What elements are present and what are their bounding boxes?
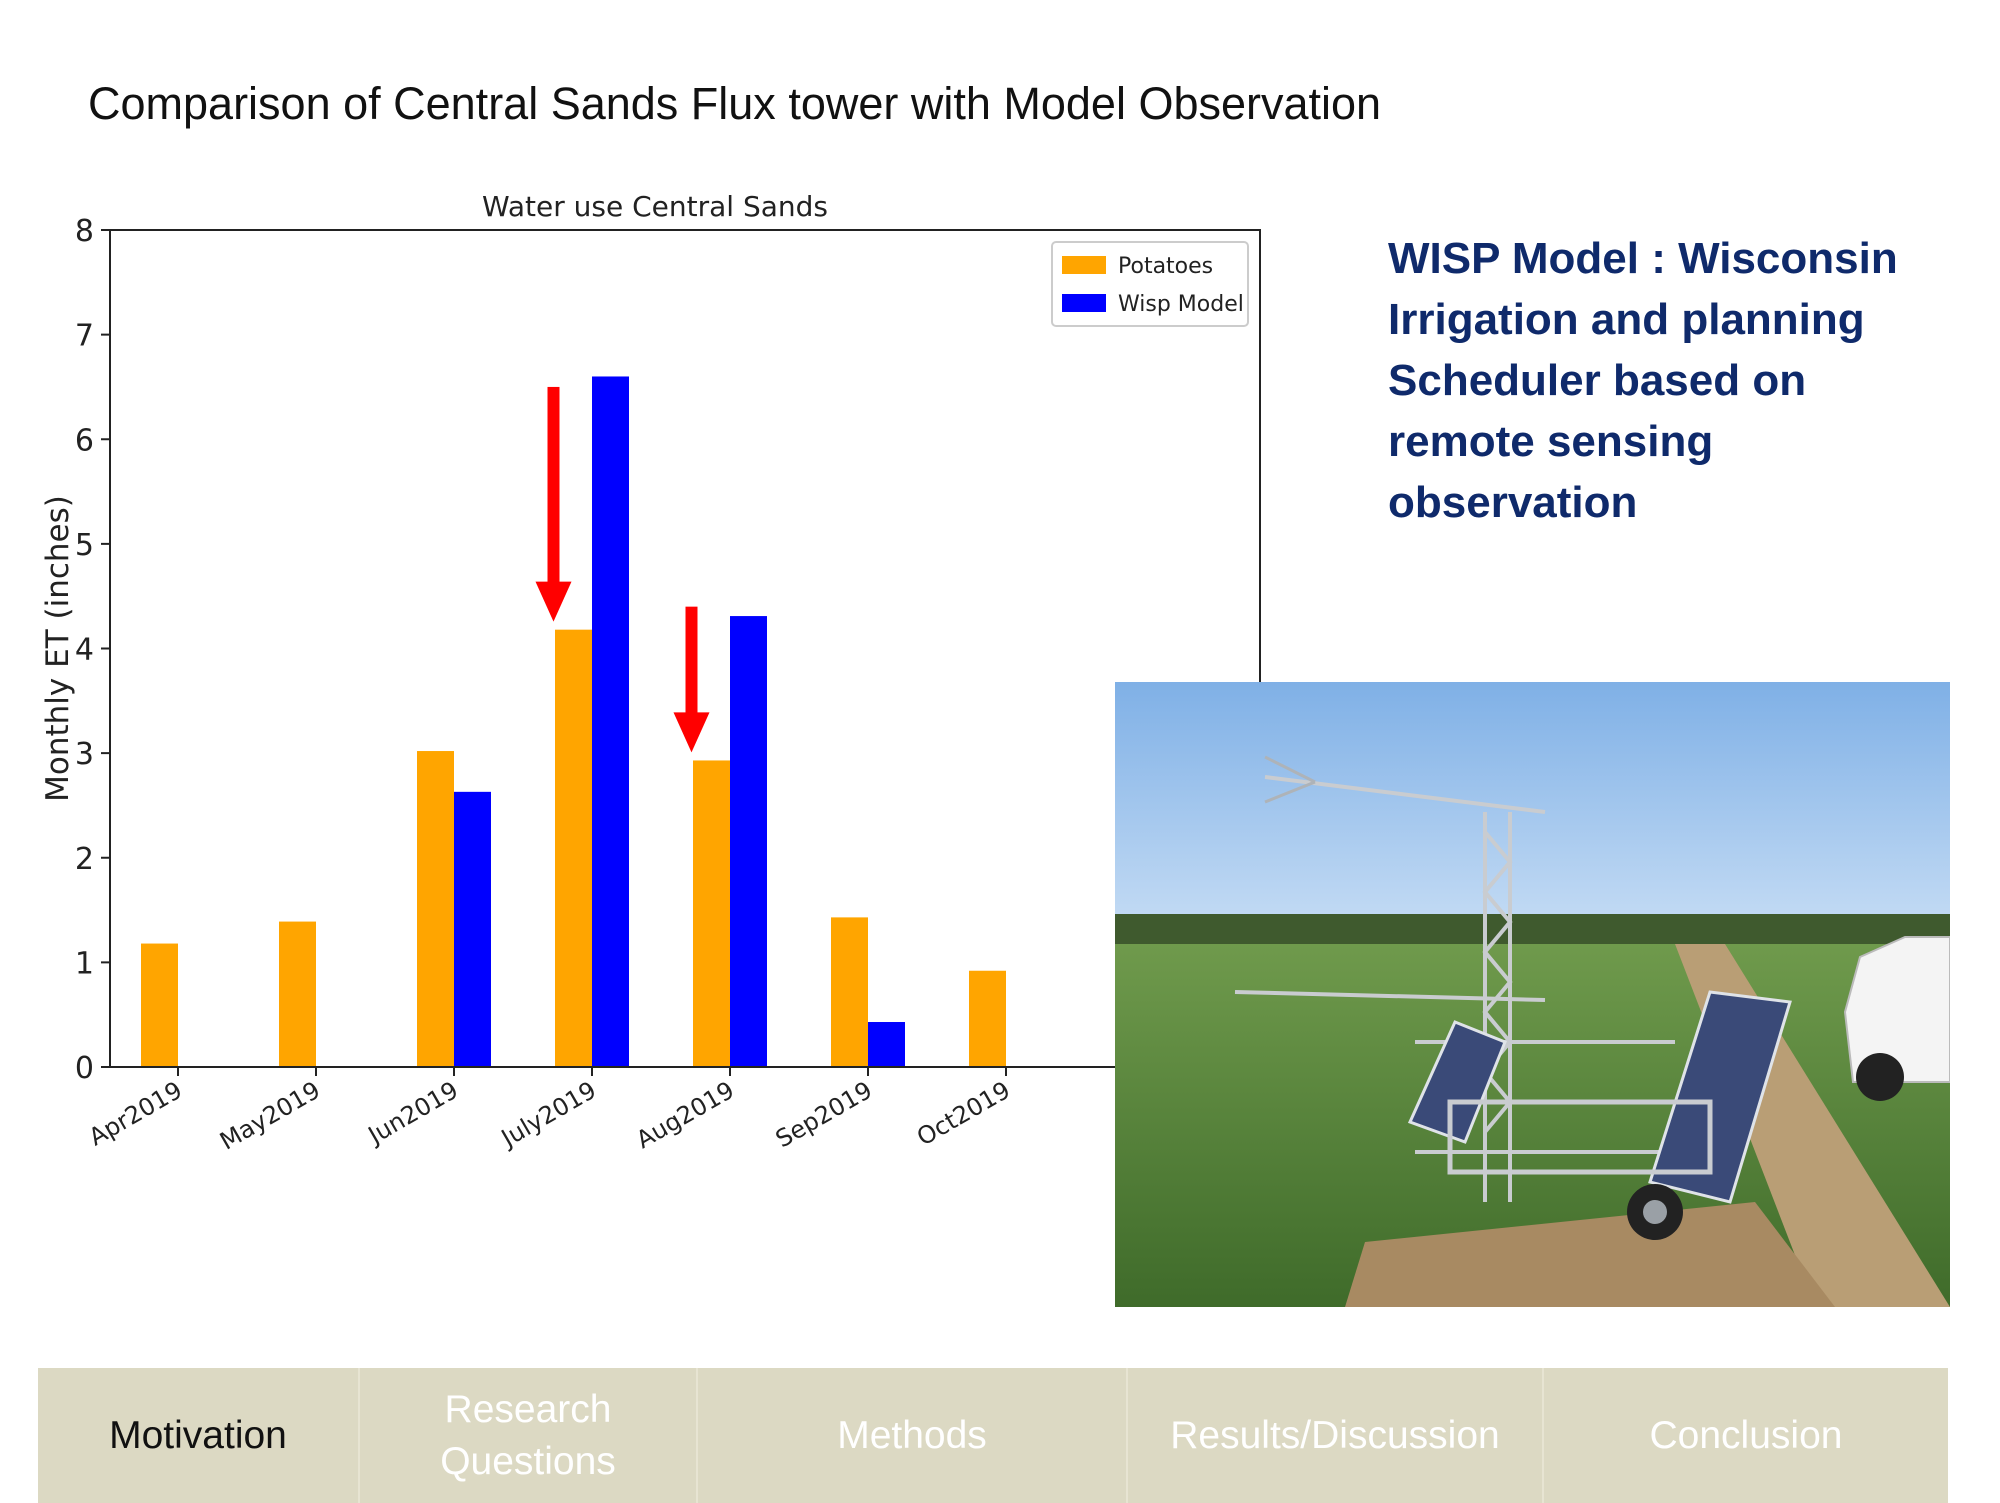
chart-title: Water use Central Sands bbox=[482, 190, 828, 223]
y-tick-label: 1 bbox=[75, 946, 94, 981]
arrow-shaft bbox=[685, 606, 698, 715]
bar-wisp-Aug2019 bbox=[730, 616, 767, 1067]
bar-potatoes-May2019 bbox=[279, 921, 316, 1067]
x-tick-label: Sep2019 bbox=[771, 1076, 877, 1153]
bar-wisp-Jun2019 bbox=[454, 791, 491, 1067]
bar-potatoes-Oct2019 bbox=[969, 970, 1006, 1067]
arrow-head bbox=[673, 712, 710, 753]
red-arrow-July2019 bbox=[535, 386, 572, 622]
tab-conclusion[interactable]: Conclusion bbox=[1649, 1413, 1843, 1457]
x-tick-label: July2019 bbox=[495, 1076, 601, 1153]
red-arrow-Aug2019 bbox=[673, 606, 710, 753]
y-tick-label: 7 bbox=[75, 319, 94, 354]
flux-tower-photo bbox=[1115, 682, 1950, 1307]
slide-title: Comparison of Central Sands Flux tower w… bbox=[88, 78, 1382, 129]
tab-results-discussion[interactable]: Results/Discussion bbox=[1128, 1368, 1544, 1503]
et-bar-chart: Water use Central Sands 0 1 2 3 4 5 6 7 8 Apr2019 M… bbox=[40, 190, 1261, 1156]
bar-potatoes-July2019 bbox=[555, 629, 592, 1067]
y-tick-label: 5 bbox=[75, 528, 94, 563]
y-tick-label: 2 bbox=[75, 842, 94, 877]
arrow-shaft bbox=[547, 386, 560, 584]
legend-swatch-potatoes bbox=[1062, 256, 1106, 274]
y-tick-label: 3 bbox=[75, 737, 94, 772]
legend-label-potatoes: Potatoes bbox=[1118, 254, 1213, 279]
legend-label-wisp: Wisp Model bbox=[1118, 292, 1244, 317]
bar-potatoes-Jun2019 bbox=[417, 751, 454, 1067]
bar-potatoes-Aug2019 bbox=[693, 760, 730, 1067]
tab-research-questions[interactable]: Research Questions bbox=[360, 1368, 698, 1503]
tab-methods[interactable]: Methods bbox=[698, 1368, 1128, 1503]
legend-swatch-wisp bbox=[1062, 294, 1106, 312]
bar-wisp-Sep2019 bbox=[868, 1022, 905, 1067]
y-tick-label: 4 bbox=[75, 633, 94, 668]
section-navbar: Motivation Research Questions Methods Re… bbox=[38, 1368, 1948, 1503]
x-tick-label: Jun2019 bbox=[362, 1076, 463, 1151]
x-tick-label: May2019 bbox=[215, 1076, 325, 1156]
bar-potatoes-Sep2019 bbox=[831, 917, 868, 1067]
bar-wisp-July2019 bbox=[592, 376, 629, 1068]
y-axis-label: Monthly ET (inches) bbox=[40, 495, 76, 802]
arrow-head bbox=[535, 581, 572, 622]
y-tick-label: 6 bbox=[75, 423, 94, 458]
y-tick-label: 0 bbox=[75, 1051, 94, 1086]
y-tick-label: 8 bbox=[75, 214, 94, 249]
x-tick-label: Oct2019 bbox=[912, 1076, 1015, 1152]
bar-potatoes-Apr2019 bbox=[141, 943, 178, 1067]
wisp-description: WISP Model : Wisconsin Irrigation and pl… bbox=[1388, 234, 1898, 527]
x-tick-label: Aug2019 bbox=[632, 1076, 739, 1154]
x-tick-label: Apr2019 bbox=[84, 1076, 187, 1152]
tab-motivation[interactable]: Motivation bbox=[38, 1368, 360, 1503]
